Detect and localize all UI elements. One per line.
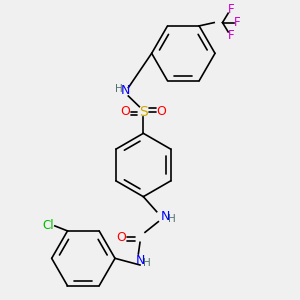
Text: Cl: Cl <box>42 219 54 232</box>
Text: F: F <box>227 29 234 42</box>
Text: O: O <box>120 105 130 118</box>
Text: N: N <box>121 85 130 98</box>
Text: F: F <box>227 3 234 16</box>
Text: H: H <box>143 258 151 268</box>
Text: S: S <box>139 105 148 119</box>
Text: N: N <box>136 254 146 266</box>
Text: O: O <box>117 231 127 244</box>
Text: O: O <box>157 105 166 118</box>
Text: H: H <box>168 214 176 224</box>
Text: H: H <box>115 84 123 94</box>
Text: N: N <box>161 210 170 223</box>
Text: F: F <box>234 16 241 29</box>
